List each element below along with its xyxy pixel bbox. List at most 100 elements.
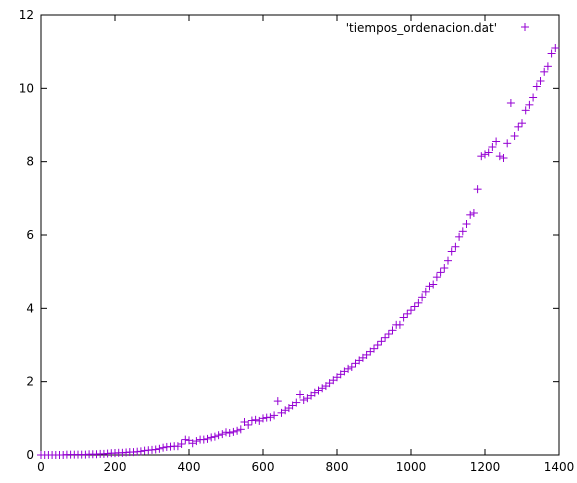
data-point bbox=[495, 152, 504, 161]
data-point bbox=[410, 302, 419, 311]
y-axis: 0 2 4 6 8 10 12 bbox=[19, 8, 559, 462]
data-point bbox=[451, 242, 460, 251]
data-point bbox=[318, 384, 327, 393]
data-point bbox=[506, 99, 515, 107]
data-point bbox=[536, 77, 545, 85]
data-point bbox=[229, 427, 238, 436]
data-point bbox=[225, 429, 234, 437]
data-point bbox=[481, 150, 489, 159]
data-point bbox=[373, 341, 382, 349]
data-point bbox=[292, 398, 301, 407]
data-point bbox=[370, 344, 378, 353]
data-point bbox=[233, 426, 242, 435]
x-tick-label: 1400 bbox=[544, 460, 575, 474]
legend-marker bbox=[521, 23, 529, 31]
data-point bbox=[222, 428, 230, 437]
x-tick-label: 1200 bbox=[470, 460, 501, 474]
data-point bbox=[499, 154, 508, 162]
data-point bbox=[473, 185, 482, 194]
data-point bbox=[296, 390, 304, 399]
data-point bbox=[395, 320, 404, 329]
data-point bbox=[407, 306, 415, 315]
data-point bbox=[462, 220, 471, 228]
data-point bbox=[518, 119, 526, 128]
legend-label: 'tiempos_ordenacion.dat' bbox=[346, 21, 497, 35]
data-point bbox=[384, 330, 393, 338]
data-point bbox=[503, 139, 512, 148]
data-point bbox=[136, 447, 145, 456]
data-point bbox=[477, 152, 486, 161]
data-point bbox=[492, 137, 501, 146]
data-point bbox=[299, 396, 308, 404]
data-point bbox=[466, 210, 475, 219]
data-point bbox=[181, 435, 190, 444]
data-point bbox=[469, 209, 478, 217]
data-point bbox=[247, 416, 256, 425]
data-point bbox=[510, 132, 519, 140]
data-point bbox=[403, 309, 412, 318]
data-point bbox=[547, 49, 556, 58]
data-point bbox=[155, 444, 164, 453]
legend: 'tiempos_ordenacion.dat' bbox=[346, 21, 529, 35]
data-point bbox=[151, 445, 160, 454]
data-point bbox=[458, 227, 467, 236]
data-point bbox=[362, 350, 371, 359]
data-point bbox=[514, 122, 523, 131]
data-point bbox=[388, 326, 397, 335]
data-point bbox=[236, 425, 245, 434]
data-point bbox=[540, 67, 549, 76]
data-point bbox=[455, 232, 464, 241]
data-point bbox=[525, 100, 534, 109]
data-point bbox=[199, 435, 208, 444]
data-point bbox=[521, 23, 529, 31]
data-point bbox=[436, 268, 445, 277]
x-tick-label: 600 bbox=[252, 460, 275, 474]
data-point bbox=[192, 437, 201, 446]
data-point bbox=[444, 256, 452, 265]
data-point bbox=[421, 287, 430, 296]
data-point bbox=[270, 411, 279, 420]
data-point bbox=[210, 432, 219, 441]
data-point bbox=[344, 364, 353, 373]
x-tick-label: 200 bbox=[104, 460, 127, 474]
data-point bbox=[173, 442, 182, 451]
data-point bbox=[159, 443, 168, 452]
data-point bbox=[214, 431, 223, 440]
data-point bbox=[447, 247, 456, 256]
data-point bbox=[551, 44, 560, 52]
data-point bbox=[418, 293, 427, 302]
data-point bbox=[244, 420, 253, 429]
data-point bbox=[347, 363, 356, 371]
data-point bbox=[266, 413, 275, 422]
x-tick-label: 400 bbox=[178, 460, 201, 474]
x-axis: 0 200 400 600 800 1000 1200 1400 bbox=[37, 15, 574, 474]
plot-frame bbox=[40, 14, 560, 456]
data-point bbox=[440, 264, 449, 272]
data-point bbox=[377, 337, 386, 346]
data-point bbox=[207, 433, 216, 442]
data-points bbox=[37, 44, 560, 459]
data-point bbox=[381, 333, 390, 342]
data-point bbox=[273, 397, 282, 406]
y-tick-label: 8 bbox=[26, 155, 34, 169]
data-point bbox=[532, 82, 541, 91]
y-tick-label: 10 bbox=[19, 81, 34, 95]
y-tick-label: 6 bbox=[26, 228, 34, 242]
x-tick-label: 0 bbox=[37, 460, 45, 474]
data-point bbox=[399, 313, 408, 322]
x-tick-label: 800 bbox=[326, 460, 349, 474]
data-point bbox=[529, 93, 538, 102]
data-point bbox=[488, 143, 497, 151]
data-point bbox=[314, 386, 323, 395]
y-tick-label: 12 bbox=[19, 8, 34, 22]
y-tick-label: 0 bbox=[26, 448, 34, 462]
x-tick-label: 1000 bbox=[396, 460, 427, 474]
data-point bbox=[259, 414, 267, 423]
data-point bbox=[484, 148, 493, 157]
y-tick-label: 4 bbox=[26, 301, 34, 315]
data-point bbox=[414, 298, 423, 307]
data-point bbox=[203, 434, 212, 443]
data-point bbox=[218, 430, 227, 439]
data-point bbox=[521, 106, 530, 115]
data-point bbox=[429, 280, 438, 289]
